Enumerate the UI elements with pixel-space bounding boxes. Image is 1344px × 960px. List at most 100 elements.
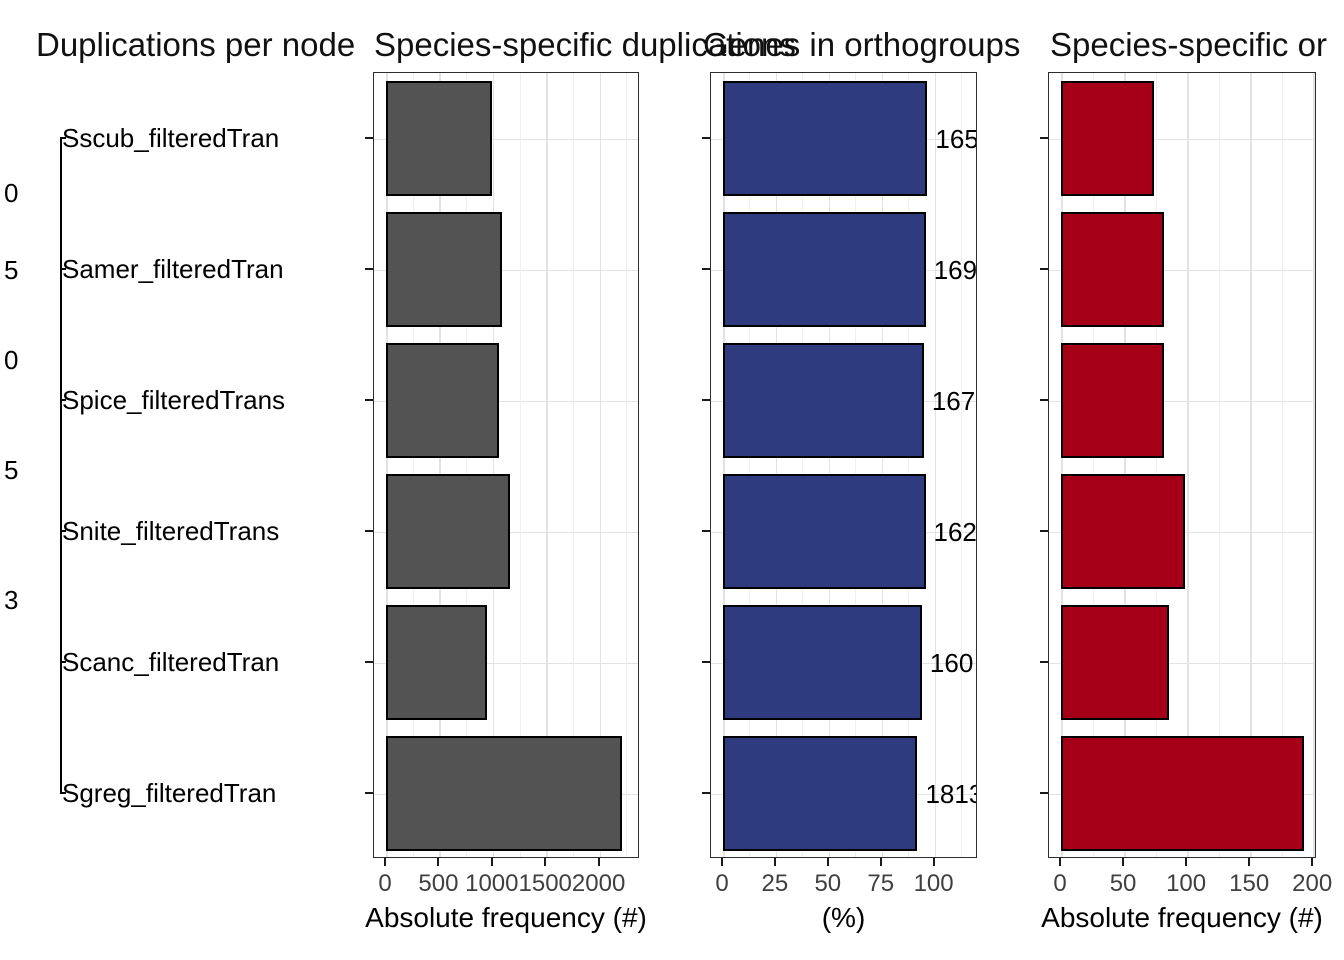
gridline-y — [374, 662, 638, 664]
gridline-y — [374, 138, 638, 140]
gridline-x-major — [599, 73, 602, 857]
bar-genes-in-orthogroups — [723, 736, 918, 851]
x-axis-tick-label: 2000 — [571, 870, 626, 897]
tree-branch — [60, 529, 66, 532]
x-axis-tick-label: 0 — [715, 870, 729, 897]
gridline-x-minor — [802, 73, 804, 857]
x-axis-tick-label: 100 — [913, 870, 954, 897]
x-axis-tick — [437, 858, 440, 866]
x-axis-tick-label: 200 — [1292, 870, 1333, 897]
gridline-x-minor — [519, 73, 521, 857]
y-axis-tick — [702, 660, 710, 663]
gridline-x-major — [546, 73, 548, 857]
y-axis-tick — [365, 398, 373, 401]
y-axis-tick — [1040, 529, 1048, 532]
bar-value-label: 160 — [929, 647, 974, 678]
tree-node-label: 5 — [4, 255, 19, 285]
x-axis-title: Absolute frequency (#) — [1041, 902, 1323, 933]
bar-species-specific-orthogroups — [1061, 212, 1165, 327]
tree-branch — [60, 136, 66, 139]
x-axis-tick-label: 75 — [867, 870, 895, 897]
y-axis-tick — [702, 136, 710, 139]
gridline-x-minor — [466, 73, 468, 857]
gridline-x-major — [723, 73, 725, 857]
tree-branch — [60, 267, 66, 270]
tree-trunk — [60, 137, 62, 793]
bar-species-specific-duplications — [386, 736, 623, 851]
gridline-x-minor — [412, 73, 414, 857]
y-axis-tick — [365, 136, 373, 139]
x-axis-title: (%) — [821, 902, 866, 933]
y-axis-tick — [365, 529, 373, 532]
gridline-x-minor — [1155, 73, 1157, 857]
bar-species-specific-orthogroups — [1061, 736, 1305, 851]
bar-genes-in-orthogroups — [723, 343, 924, 458]
gridline-x-minor — [626, 73, 628, 857]
bar-species-specific-duplications — [386, 343, 499, 458]
gridline-x-major — [1061, 73, 1063, 857]
y-axis-tick — [702, 529, 710, 532]
bar-genes-in-orthogroups — [723, 474, 926, 589]
gridline-x-minor — [572, 73, 574, 857]
gridline-x-minor — [908, 73, 910, 857]
bar-species-specific-duplications — [386, 605, 487, 720]
tree-tip-label: Scanc_filteredTran — [62, 646, 280, 677]
x-axis-tick — [597, 858, 600, 866]
gridline-x-minor — [749, 73, 751, 857]
gridline-x-major — [386, 73, 388, 857]
title-duplications-per-node: Duplications per node — [36, 26, 356, 63]
title-species-specific-duplications: Species-specific duplications — [374, 26, 796, 63]
y-axis-tick — [702, 791, 710, 794]
gridline-x-minor — [855, 73, 857, 857]
bar-genes-in-orthogroups — [723, 212, 926, 327]
panel-species-specific-duplications — [373, 72, 639, 858]
gridline-x-major — [1313, 73, 1315, 857]
x-axis-title: Absolute frequency (#) — [365, 902, 647, 933]
bar-value-label: 162 — [933, 516, 977, 547]
y-axis-tick — [1040, 398, 1048, 401]
gridline-x-minor — [1281, 73, 1283, 857]
y-axis-tick — [365, 791, 373, 794]
gridline-y — [374, 400, 638, 402]
gridline-y — [1049, 400, 1315, 402]
tree-tip-label: Snite_filteredTrans — [62, 515, 280, 546]
x-axis-tick — [826, 858, 829, 866]
x-axis-tick-label: 150 — [1229, 870, 1270, 897]
bar-species-specific-duplications — [386, 212, 502, 327]
y-axis-tick — [1040, 267, 1048, 270]
bar-species-specific-duplications — [386, 81, 492, 196]
y-axis-tick — [365, 267, 373, 270]
bar-species-specific-duplications — [386, 474, 511, 589]
gridline-x-major — [881, 73, 884, 857]
x-axis-tick — [1185, 858, 1188, 866]
tree-node-label: 0 — [4, 345, 19, 375]
gridline-x-minor — [1092, 73, 1094, 857]
gridline-x-major — [775, 73, 778, 857]
gridline-x-major — [934, 73, 937, 857]
x-axis-tick — [773, 858, 776, 866]
gridline-x-minor — [961, 73, 963, 857]
bar-species-specific-orthogroups — [1061, 474, 1185, 589]
x-axis-tick — [1059, 858, 1061, 866]
x-axis-tick-label: 500 — [418, 870, 459, 897]
tree-tip-label: Samer_filteredTran — [62, 253, 284, 284]
y-axis-tick — [365, 660, 373, 663]
tree-node-label: 0 — [4, 178, 19, 208]
bar-value-label: 1813 — [925, 778, 976, 809]
tree-node-label: 5 — [4, 455, 19, 485]
bar-species-specific-orthogroups — [1061, 343, 1165, 458]
tree-branch — [60, 791, 66, 794]
gridline-x-major — [439, 73, 441, 857]
x-axis-tick — [1248, 858, 1251, 866]
gridline-y — [1049, 269, 1315, 271]
x-axis-tick — [1122, 858, 1125, 866]
gridline-x-major — [1124, 73, 1126, 857]
y-axis-tick — [702, 267, 710, 270]
bar-species-specific-orthogroups — [1061, 81, 1155, 196]
bar-value-label: 165 — [935, 123, 977, 154]
bar-genes-in-orthogroups — [723, 605, 922, 720]
x-axis-tick-label: 0 — [378, 870, 392, 897]
panel-genes-in-orthogroups: 165 169 167 162 160 1813 — [710, 72, 977, 858]
bar-genes-in-orthogroups — [723, 81, 928, 196]
tree-node-label: 3 — [4, 585, 19, 615]
